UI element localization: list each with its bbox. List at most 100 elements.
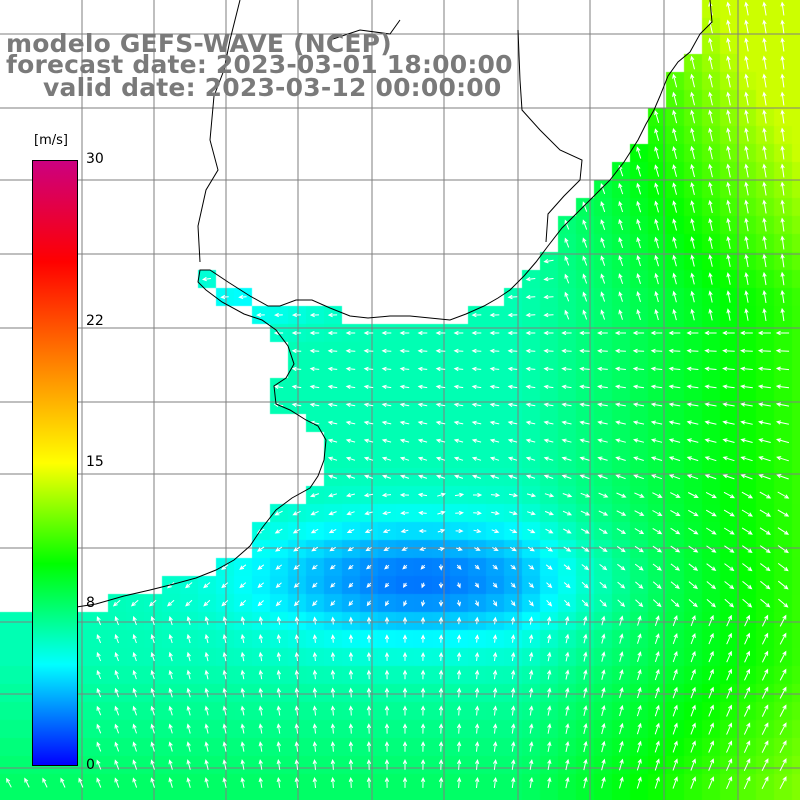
wind-arrow [525, 312, 536, 318]
wind-arrow [742, 545, 753, 553]
wind-arrow [456, 669, 462, 680]
wind-arrow [525, 420, 536, 425]
wind-arrow [652, 527, 663, 535]
wind-arrow [345, 330, 356, 336]
wind-arrow [543, 312, 554, 318]
wind-arrow [365, 546, 372, 552]
wind-arrow [490, 474, 500, 479]
wind-arrow [651, 474, 663, 480]
wind-arrow [309, 384, 320, 390]
wind-arrow [561, 330, 572, 336]
wind-arrow [744, 614, 750, 627]
wind-arrow [328, 511, 337, 516]
wind-arrow [274, 528, 283, 534]
wind-arrow [438, 651, 444, 661]
wind-arrow [435, 366, 446, 372]
wind-arrow [722, 474, 735, 480]
wind-arrow [581, 599, 589, 607]
wind-arrow [186, 633, 191, 644]
wind-arrow [186, 777, 191, 788]
wind-arrow [525, 474, 536, 479]
border-line [197, 95, 219, 263]
wind-arrow [543, 294, 554, 300]
wind-arrow [601, 776, 606, 789]
wind-arrow [489, 402, 500, 408]
wind-arrow [722, 456, 735, 462]
wind-arrow [565, 740, 570, 752]
wind-arrow [670, 492, 681, 498]
wind-arrow [688, 599, 698, 608]
wind-arrow [743, 740, 751, 753]
wind-arrow [708, 290, 713, 303]
wind-arrow [420, 564, 426, 570]
wind-arrow [492, 616, 498, 625]
wind-arrow [744, 73, 749, 88]
wind-arrow [363, 420, 374, 425]
wind-arrow [704, 366, 717, 372]
wind-arrow [726, 776, 733, 789]
wind-arrow [456, 634, 462, 643]
colorbar-tick-label: 0 [86, 757, 95, 773]
wind-arrow [114, 777, 120, 788]
wind-arrow [507, 294, 518, 300]
wind-arrow [618, 291, 623, 302]
wind-arrow [168, 777, 173, 788]
wind-arrow [276, 687, 282, 698]
wind-arrow [672, 704, 678, 717]
wind-arrow [330, 600, 336, 607]
wind-arrow [690, 109, 695, 124]
wind-arrow [527, 528, 536, 534]
wind-arrow [438, 600, 444, 607]
wind-arrow [42, 777, 48, 788]
wind-arrow [650, 330, 663, 336]
wind-arrow [582, 237, 588, 248]
wind-arrow [346, 474, 356, 479]
wind-arrow [60, 777, 66, 788]
wind-arrow [618, 218, 624, 231]
wind-arrow [744, 271, 749, 285]
wind-arrow [402, 741, 408, 752]
wind-arrow [650, 384, 663, 389]
wind-arrow [654, 146, 660, 159]
wind-arrow [688, 563, 699, 571]
wind-arrow [637, 686, 642, 699]
wind-arrow [294, 741, 300, 752]
wind-arrow [547, 723, 552, 734]
wind-arrow [543, 384, 554, 390]
wind-arrow [582, 291, 588, 302]
wind-arrow [743, 758, 751, 772]
wind-arrow [201, 276, 211, 282]
wind-arrow [600, 183, 606, 195]
wind-arrow [276, 759, 281, 770]
wind-arrow [507, 348, 518, 354]
wind-arrow [474, 687, 480, 698]
wind-arrow [668, 438, 681, 443]
wind-arrow [617, 581, 626, 589]
wind-arrow [402, 759, 408, 770]
wind-arrow [632, 402, 645, 407]
wind-arrow [456, 776, 462, 788]
wind-arrow [474, 759, 480, 770]
wind-arrow [632, 348, 645, 354]
wind-arrow [563, 564, 571, 570]
wind-arrow [744, 686, 751, 699]
wind-arrow [758, 420, 771, 425]
wind-arrow [636, 758, 642, 771]
wind-arrow [438, 547, 445, 552]
wind-arrow [345, 402, 356, 408]
wind-arrow [132, 777, 138, 788]
wind-arrow [690, 686, 696, 699]
wind-arrow [724, 545, 735, 553]
wind-arrow [543, 420, 554, 425]
wind-arrow [564, 309, 570, 320]
wind-arrow [417, 348, 428, 354]
wind-arrow [726, 758, 733, 771]
wind-arrow [474, 669, 480, 680]
wind-arrow [417, 456, 428, 461]
wind-arrow [580, 510, 591, 516]
wind-arrow [762, 19, 767, 34]
wind-arrow [619, 776, 624, 789]
wind-arrow [565, 651, 570, 662]
wind-arrow [597, 348, 608, 354]
